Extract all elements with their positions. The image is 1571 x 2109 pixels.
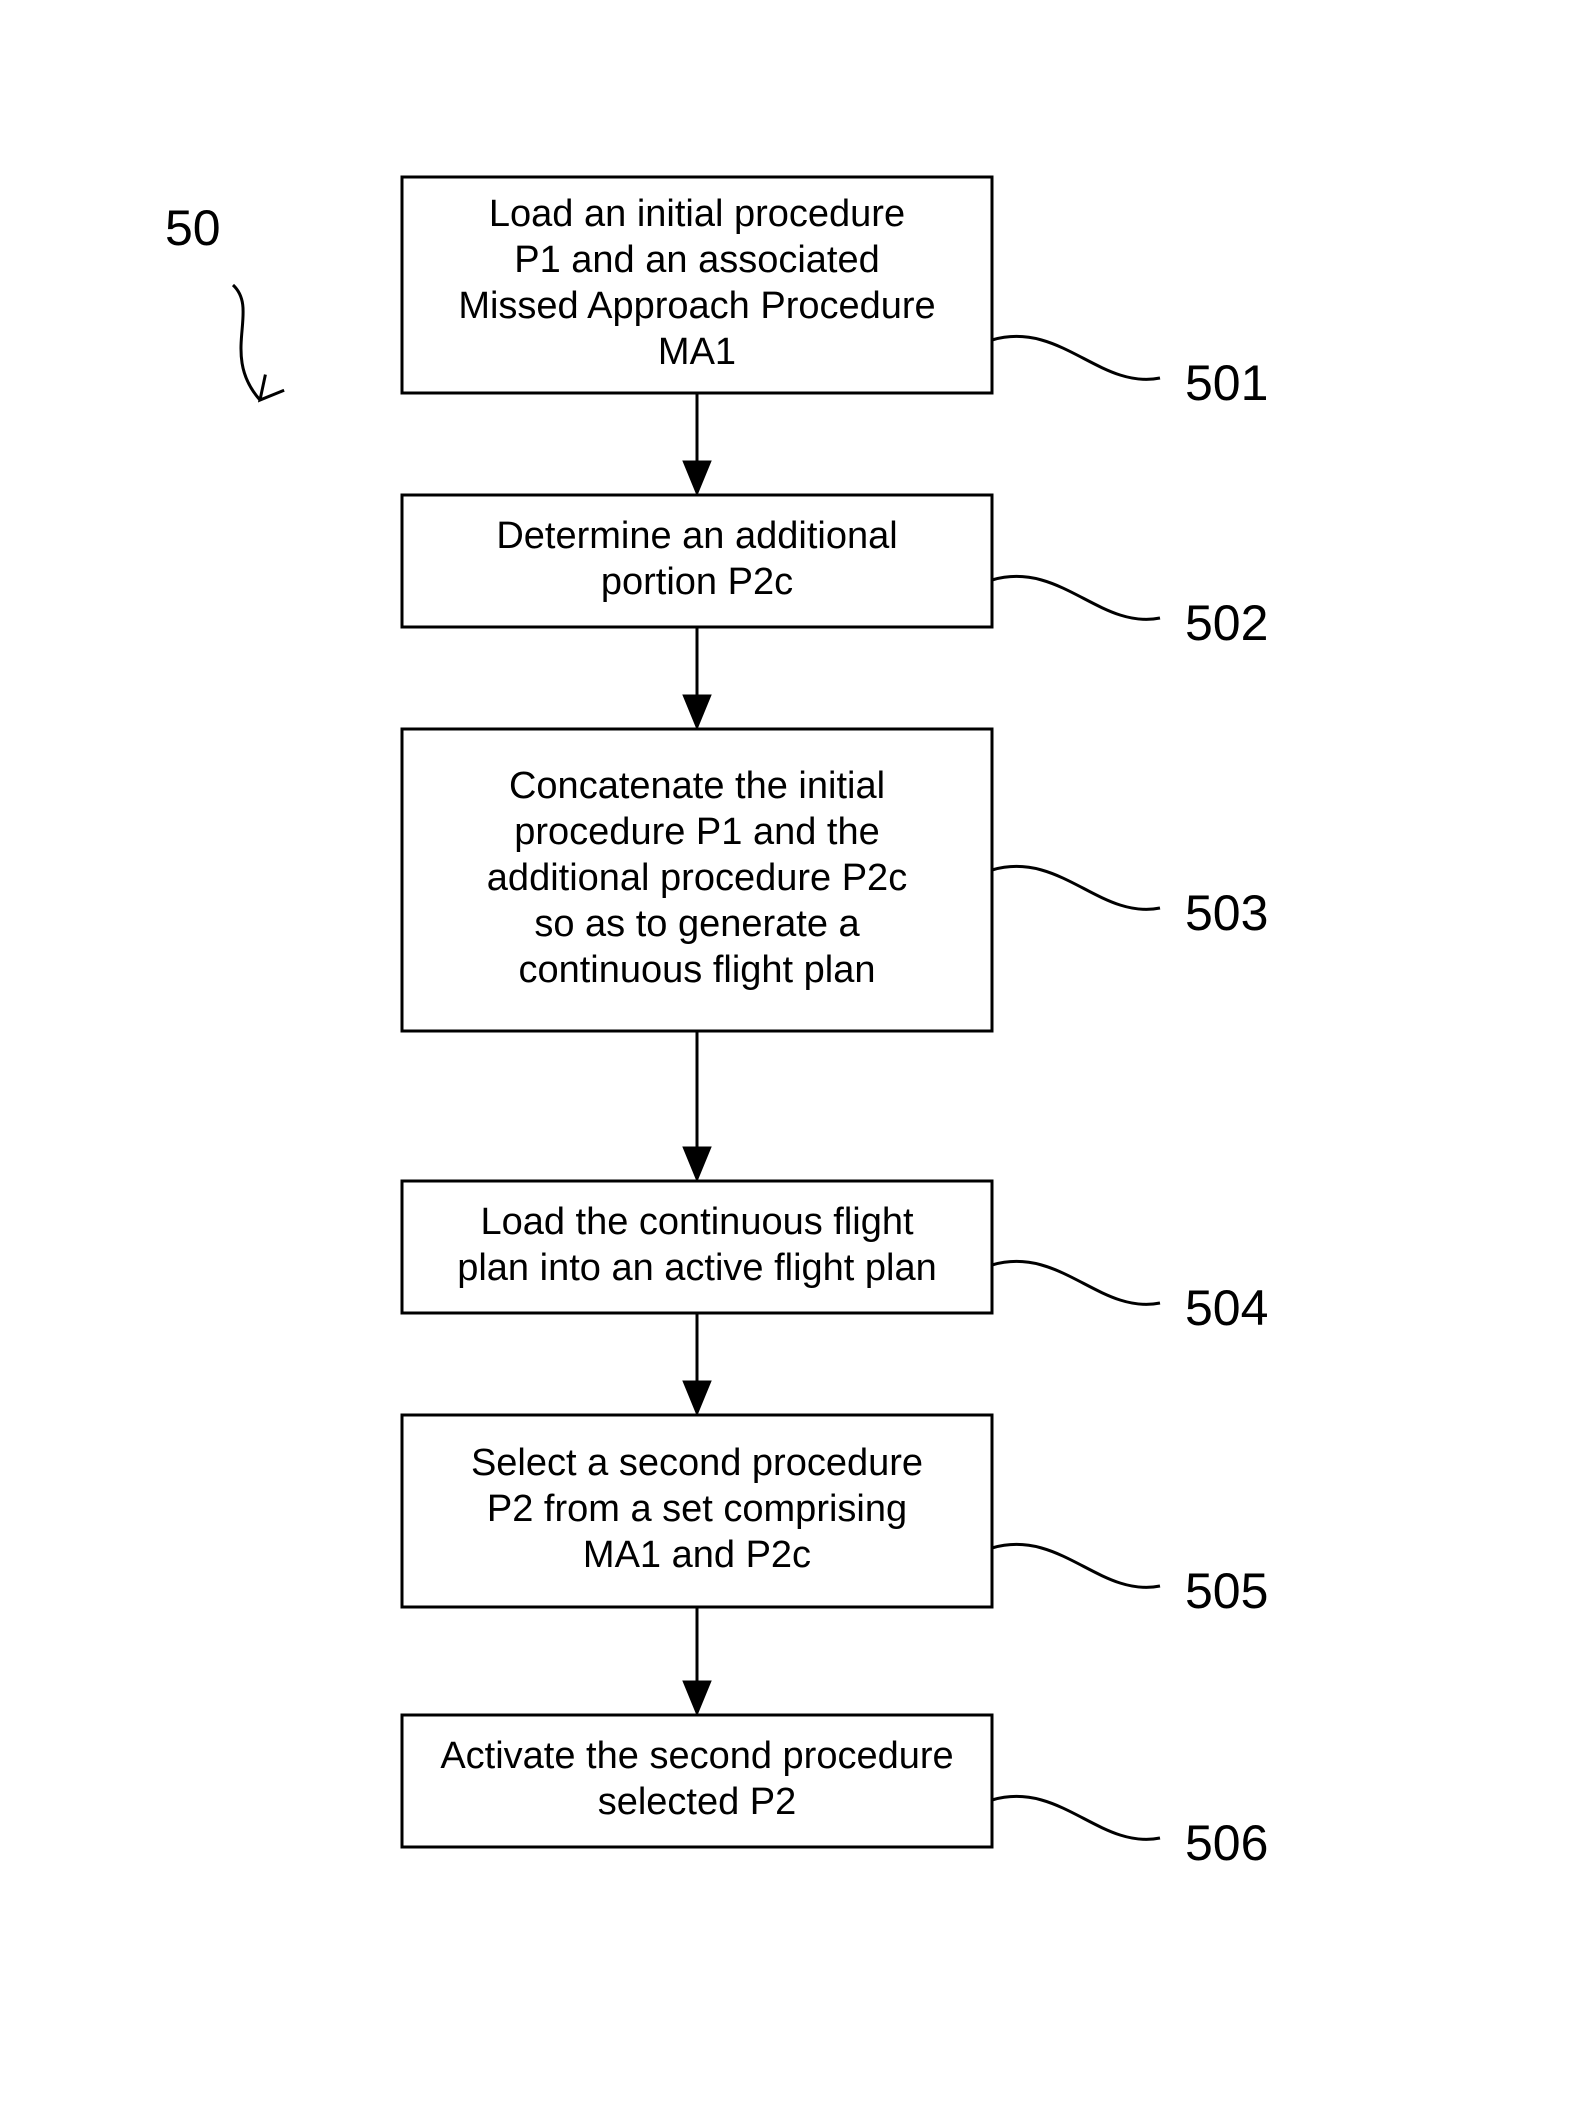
step-506-text-line-1: selected P2: [598, 1781, 797, 1823]
step-501-ref-label: 501: [1185, 355, 1268, 411]
step-505-ref-label: 505: [1185, 1563, 1268, 1619]
step-501-text-line-2: Missed Approach Procedure: [458, 285, 935, 327]
step-503-ref-label: 503: [1185, 885, 1268, 941]
connector-arrowhead: [683, 461, 711, 495]
step-505-text-line-2: MA1 and P2c: [583, 1534, 811, 1576]
step-503: Concatenate the initialprocedure P1 and …: [402, 729, 1268, 1031]
step-503-text-line-3: so as to generate a: [534, 903, 860, 945]
step-501-leader: [992, 336, 1160, 379]
step-505: Select a second procedureP2 from a set c…: [402, 1415, 1268, 1619]
connector: [683, 1607, 711, 1715]
connector: [683, 393, 711, 495]
step-504-text-line-0: Load the continuous flight: [480, 1201, 914, 1243]
step-503-text-line-4: continuous flight plan: [518, 949, 875, 991]
step-502-text-line-0: Determine an additional: [496, 515, 897, 557]
figure-ref-label: 50: [165, 200, 221, 256]
step-501-text-line-0: Load an initial procedure: [489, 193, 905, 235]
step-504-text-line-1: plan into an active flight plan: [457, 1247, 937, 1289]
step-506: Activate the second procedureselected P2…: [402, 1715, 1268, 1871]
step-503-text-line-1: procedure P1 and the: [514, 811, 880, 853]
figure-ref-arrowhead: [260, 375, 284, 400]
step-502-leader: [992, 576, 1160, 619]
step-504-leader: [992, 1261, 1160, 1304]
step-502: Determine an additionalportion P2c 502: [402, 495, 1268, 651]
step-505-text-line-1: P2 from a set comprising: [487, 1488, 907, 1530]
step-504: Load the continuous flightplan into an a…: [402, 1181, 1268, 1336]
connector: [683, 1031, 711, 1181]
step-503-text-line-0: Concatenate the initial: [509, 765, 885, 807]
connector: [683, 627, 711, 729]
step-506-text-line-0: Activate the second procedure: [440, 1735, 953, 1777]
figure-ref: 50: [165, 200, 284, 400]
step-501-text-line-3: MA1: [658, 331, 736, 373]
step-504-ref-label: 504: [1185, 1280, 1268, 1336]
step-506-ref-label: 506: [1185, 1815, 1268, 1871]
step-506-leader: [992, 1796, 1160, 1839]
connector-arrowhead: [683, 1381, 711, 1415]
connector-arrowhead: [683, 695, 711, 729]
figure-ref-leader: [233, 285, 260, 400]
connector-arrowhead: [683, 1681, 711, 1715]
step-502-ref-label: 502: [1185, 595, 1268, 651]
connector-arrowhead: [683, 1147, 711, 1181]
step-501-text-line-1: P1 and an associated: [514, 239, 880, 281]
step-505-text-line-0: Select a second procedure: [471, 1442, 923, 1484]
step-503-text-line-2: additional procedure P2c: [487, 857, 907, 899]
connector: [683, 1313, 711, 1415]
step-505-leader: [992, 1544, 1160, 1587]
step-501: Load an initial procedureP1 and an assoc…: [402, 177, 1268, 411]
step-503-leader: [992, 866, 1160, 909]
step-502-text-line-1: portion P2c: [601, 561, 793, 603]
